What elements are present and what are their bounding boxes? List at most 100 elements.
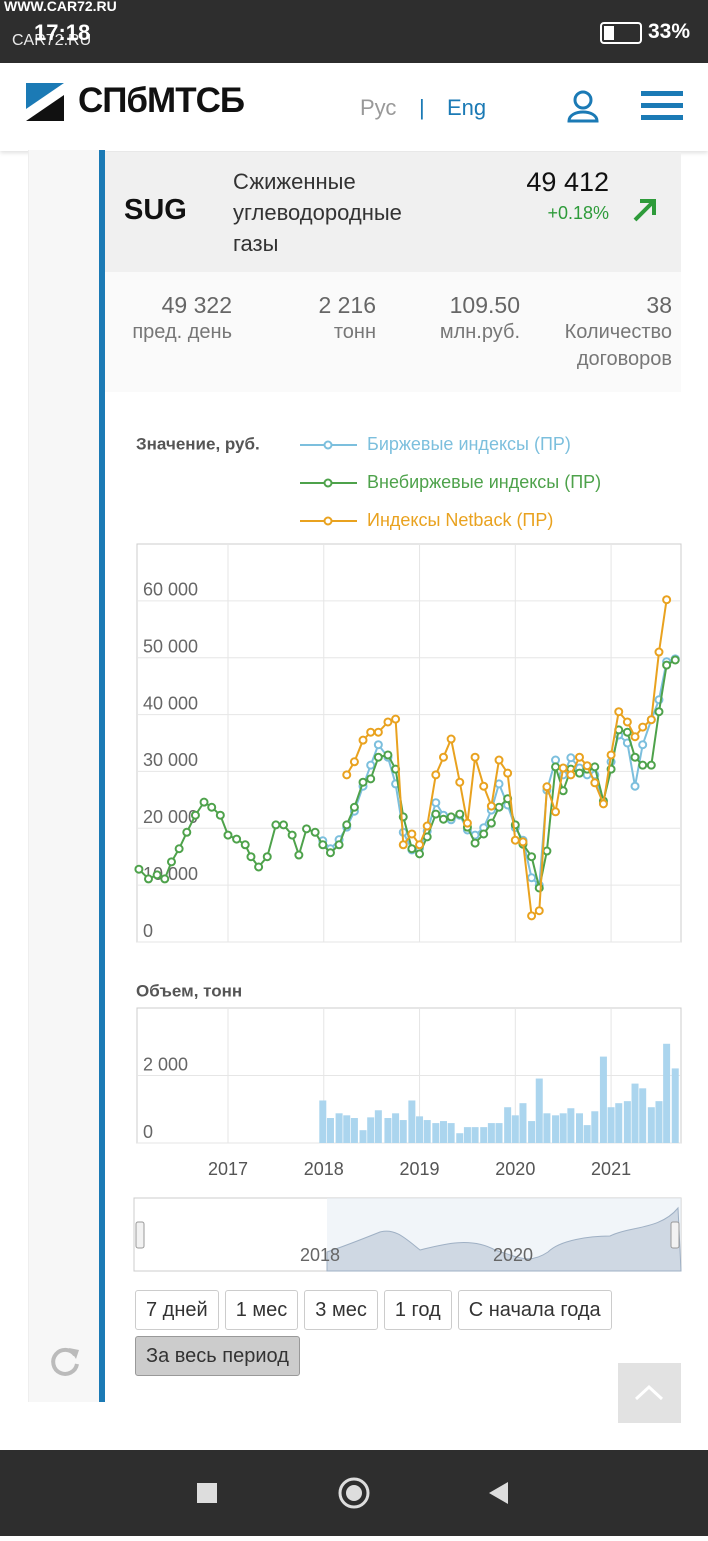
point — [622, 717, 632, 727]
stat-value: 2 216 — [318, 292, 376, 318]
point — [415, 849, 425, 859]
price: 49 412 — [526, 167, 609, 197]
home-button[interactable] — [338, 1477, 370, 1509]
point — [542, 846, 552, 856]
bar — [335, 1113, 343, 1143]
point — [325, 848, 335, 858]
scroll-top-icon — [634, 1384, 664, 1401]
accent-bar — [99, 150, 105, 1402]
up-arrow — [633, 199, 656, 222]
point — [479, 829, 489, 839]
logo-icon — [26, 83, 64, 121]
point — [342, 770, 352, 780]
period-button[interactable]: 3 мес — [304, 1290, 378, 1330]
point — [630, 781, 640, 791]
scroll-top[interactable] — [618, 1363, 681, 1423]
point — [246, 852, 256, 862]
bar — [511, 1115, 519, 1143]
point — [358, 735, 368, 745]
x-tick-label: 2019 — [400, 1159, 440, 1179]
bar — [528, 1121, 536, 1143]
bar — [559, 1113, 567, 1143]
logo[interactable]: СПбМТСБ — [78, 81, 245, 120]
point — [455, 777, 465, 787]
point — [566, 753, 576, 763]
point — [590, 762, 600, 772]
bar — [326, 1118, 334, 1143]
navigator-area — [326, 1206, 682, 1272]
header: СПбМТСБ Рус | Eng — [0, 63, 708, 151]
point — [470, 752, 480, 762]
point — [134, 864, 144, 874]
point — [486, 801, 496, 811]
point — [574, 768, 584, 778]
stat-value: 109.50 — [449, 292, 520, 318]
point — [279, 820, 289, 830]
bar — [575, 1113, 583, 1143]
y-tick-label: 20 000 — [143, 807, 198, 827]
point — [232, 834, 242, 844]
point — [366, 727, 376, 737]
period-button[interactable]: 7 дней — [135, 1290, 219, 1330]
stat-label: Количество договоров — [564, 321, 672, 370]
stat-label: млн.руб. — [439, 321, 520, 343]
period-button[interactable]: 1 мес — [224, 1290, 299, 1330]
menu-icon[interactable] — [641, 91, 683, 121]
stat: 49 322 пред. день — [132, 292, 232, 346]
point — [646, 715, 656, 725]
bar — [663, 1043, 671, 1143]
point — [551, 762, 561, 772]
point — [646, 760, 656, 770]
point — [431, 770, 441, 780]
point — [207, 802, 217, 812]
y-tick-label: 2 000 — [143, 1054, 188, 1074]
y-tick-label: 60 000 — [143, 580, 198, 600]
legend-marker — [323, 440, 333, 450]
point — [383, 750, 393, 760]
point — [182, 827, 192, 837]
point — [462, 818, 472, 828]
period-button[interactable]: 1 год — [383, 1290, 452, 1330]
point — [302, 824, 312, 834]
point — [527, 852, 537, 862]
back-button[interactable] — [489, 1482, 508, 1504]
stat: 38 Количество договоров — [552, 292, 672, 373]
lang-ru[interactable]: Рус — [360, 95, 397, 120]
chart-title: Значение, руб. — [136, 434, 260, 453]
bar — [374, 1110, 382, 1143]
point — [143, 874, 153, 884]
bar — [519, 1103, 527, 1143]
navigator-label: 2018 — [300, 1245, 340, 1265]
point — [152, 870, 162, 880]
point — [240, 840, 250, 850]
point — [654, 647, 664, 657]
navigator-handle[interactable] — [135, 1221, 145, 1249]
recent-button[interactable] — [197, 1483, 217, 1503]
bar — [567, 1108, 575, 1143]
point — [174, 844, 184, 854]
point — [294, 850, 304, 860]
y-tick-label: 0 — [143, 921, 153, 941]
navigator-handle[interactable] — [670, 1221, 680, 1249]
point — [527, 911, 537, 921]
point — [422, 821, 432, 831]
bar — [591, 1111, 599, 1143]
user-icon[interactable] — [566, 89, 600, 123]
stat-label: тонн — [333, 321, 376, 343]
refresh-icon[interactable] — [49, 1346, 81, 1378]
bar — [463, 1127, 471, 1143]
x-tick-label: 2020 — [495, 1159, 535, 1179]
lang-en[interactable]: Eng — [447, 95, 487, 120]
period-button[interactable]: С начала года — [457, 1290, 612, 1330]
point — [598, 799, 608, 809]
price-change: +0.18% — [547, 203, 609, 223]
point — [518, 837, 528, 847]
bar — [416, 1116, 424, 1143]
point — [199, 797, 209, 807]
point — [638, 722, 648, 732]
period-button[interactable]: За весь период — [135, 1336, 300, 1376]
point — [614, 707, 624, 717]
point — [446, 734, 456, 744]
